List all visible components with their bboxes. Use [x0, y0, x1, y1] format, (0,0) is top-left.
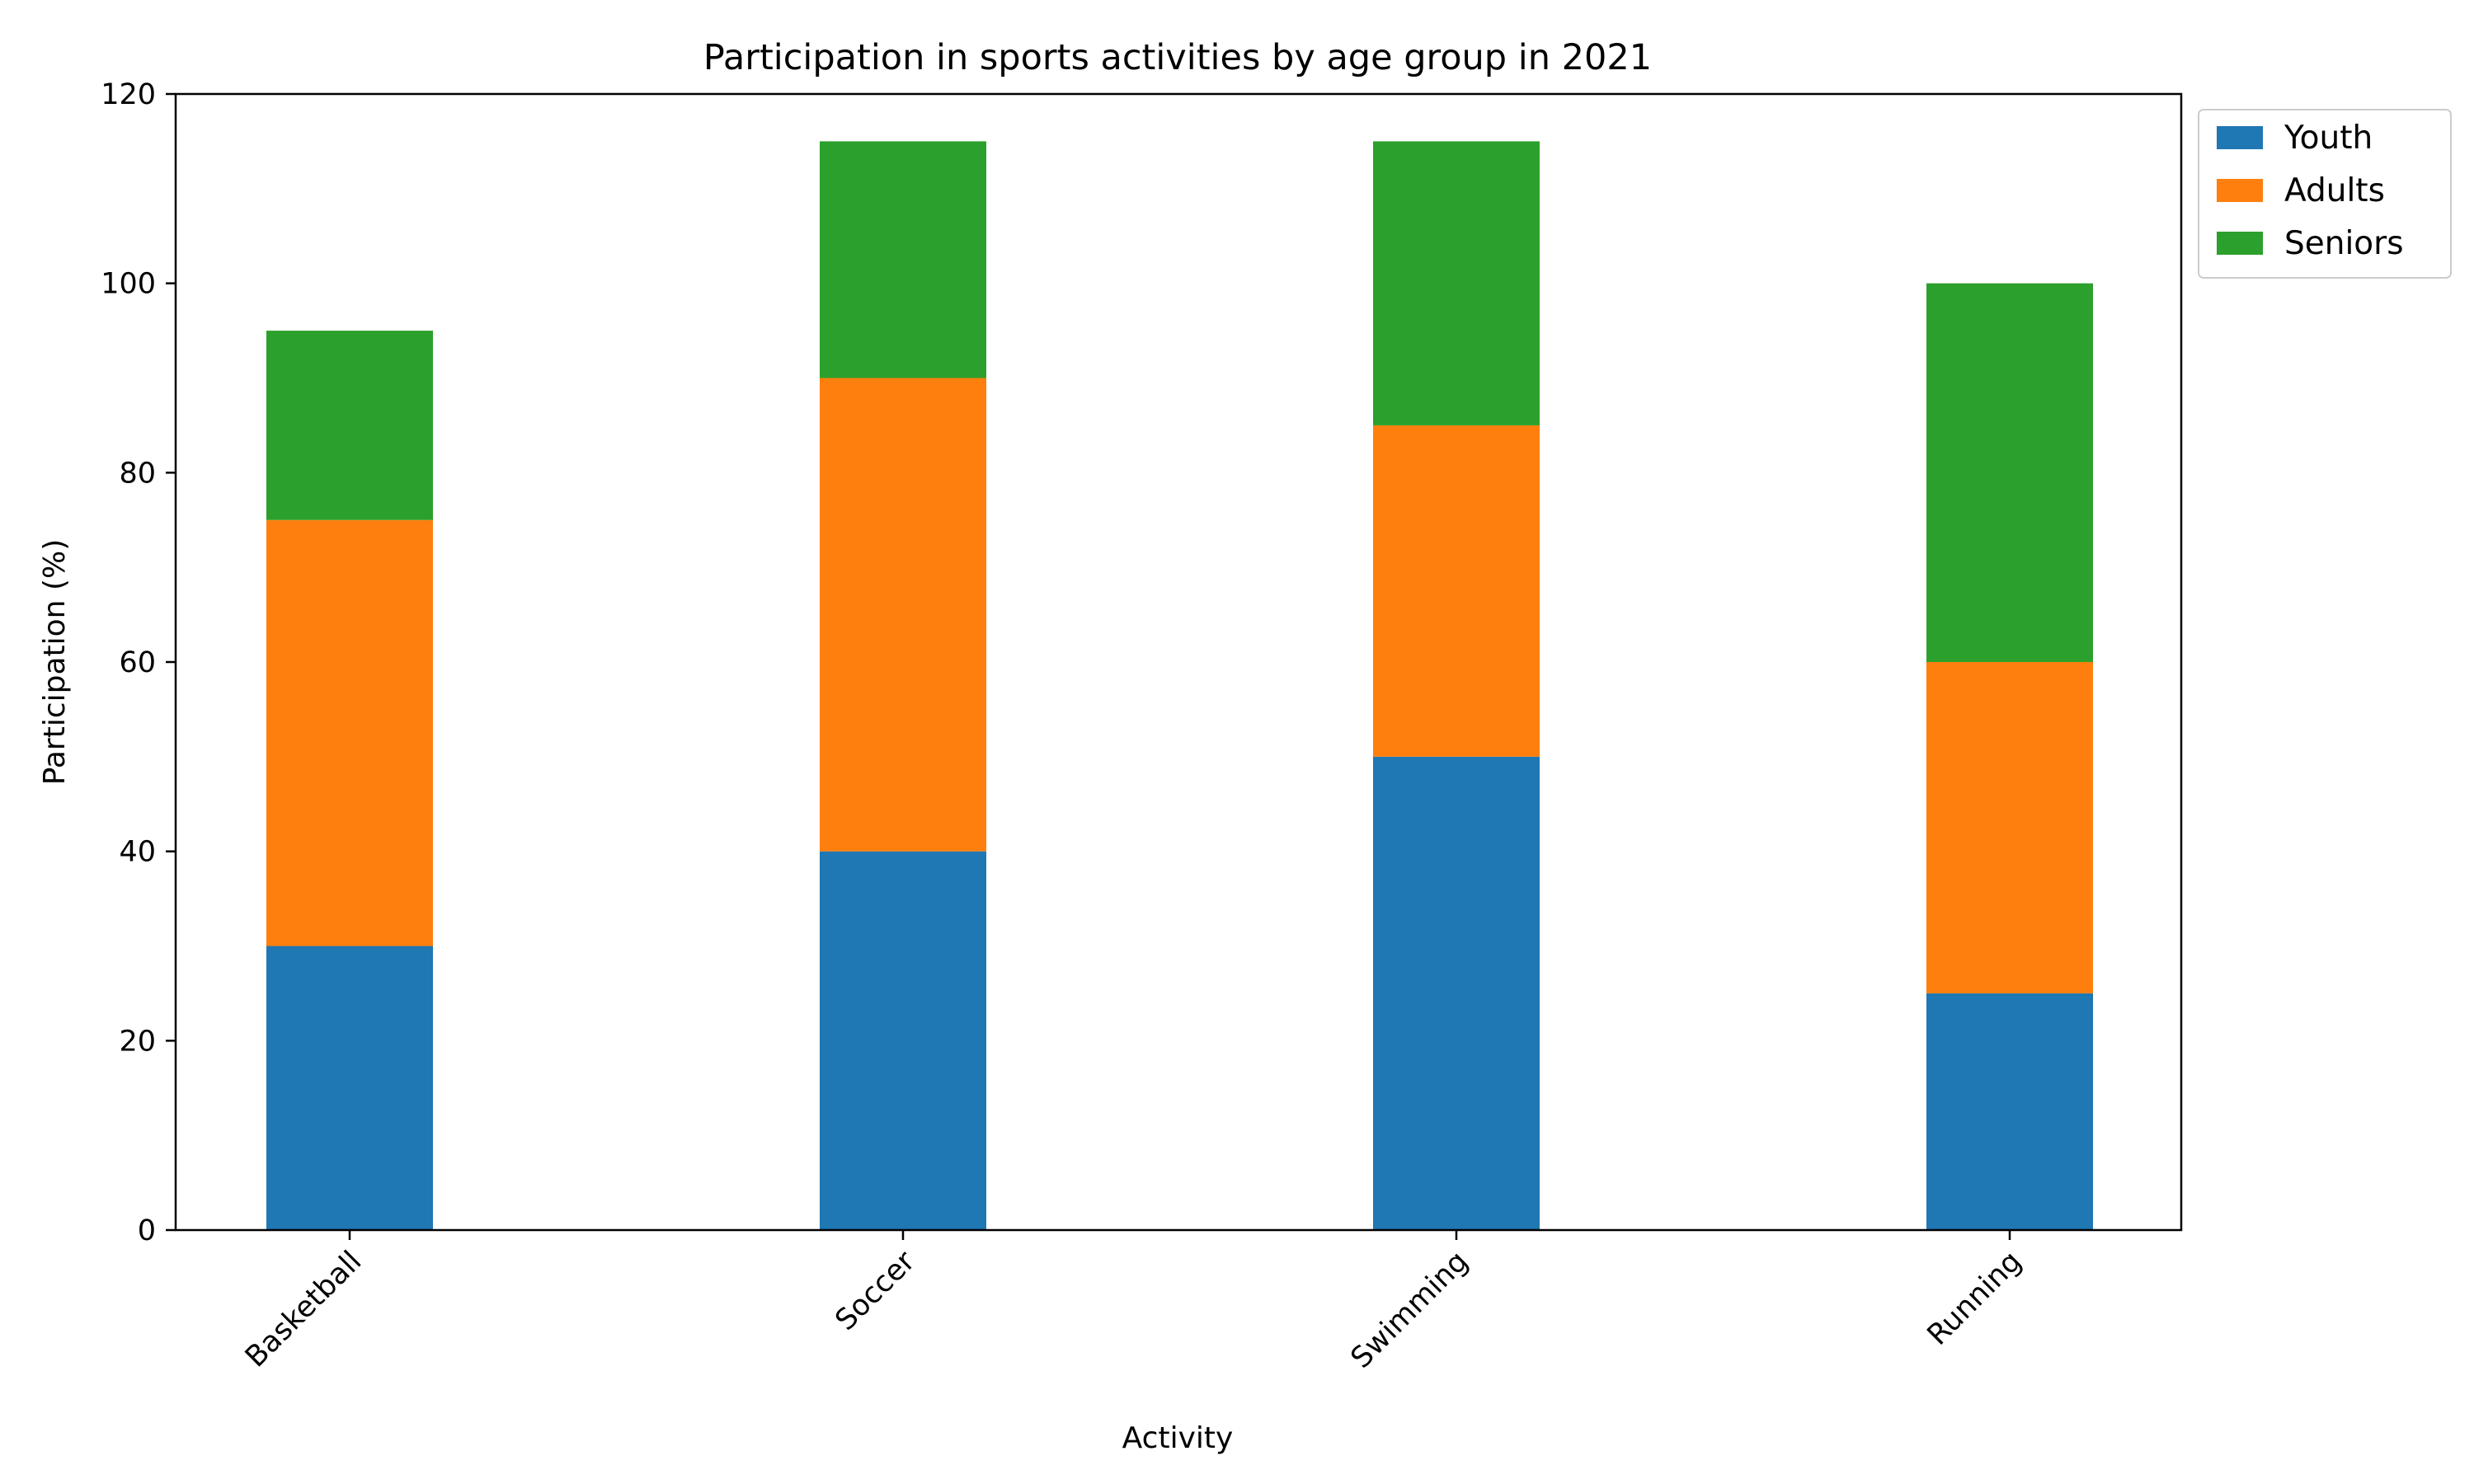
chart-title: Participation in sports activities by ag… — [703, 37, 1652, 78]
bar-youth-swimming — [1373, 756, 1540, 1230]
bar-seniors-basketball — [266, 331, 433, 520]
bar-adults-basketball — [266, 519, 433, 946]
bar-seniors-running — [1926, 283, 2093, 662]
bar-seniors-swimming — [1373, 141, 1540, 425]
bar-adults-swimming — [1373, 425, 1540, 757]
y-axis: 0 20 40 60 80 100 120 — [101, 78, 176, 1247]
bar-adults-soccer — [820, 378, 986, 852]
legend-label-seniors: Seniors — [2284, 225, 2404, 262]
bar-seniors-soccer — [820, 141, 986, 378]
legend-label-adults: Adults — [2284, 172, 2385, 209]
y-axis-title: Participation (%) — [38, 539, 72, 785]
x-axis-title: Activity — [1122, 1421, 1234, 1455]
legend-swatch-seniors — [2217, 232, 2263, 255]
legend-label-youth: Youth — [2284, 120, 2373, 157]
y-tick-label: 20 — [119, 1025, 156, 1058]
y-tick-label: 100 — [101, 268, 156, 301]
y-tick-label: 120 — [101, 78, 156, 111]
y-tick-label: 60 — [119, 646, 156, 679]
legend-swatch-youth — [2217, 126, 2263, 149]
y-tick-label: 40 — [119, 836, 156, 869]
legend-swatch-adults — [2217, 179, 2263, 202]
bar-youth-basketball — [266, 946, 433, 1230]
bar-youth-soccer — [820, 851, 986, 1230]
legend: Youth Adults Seniors — [2198, 109, 2452, 279]
bar-youth-running — [1926, 993, 2093, 1230]
bar-adults-running — [1926, 662, 2093, 993]
y-tick-label: 0 — [138, 1214, 156, 1247]
bars-group — [266, 141, 2093, 1230]
y-tick-label: 80 — [119, 457, 156, 490]
